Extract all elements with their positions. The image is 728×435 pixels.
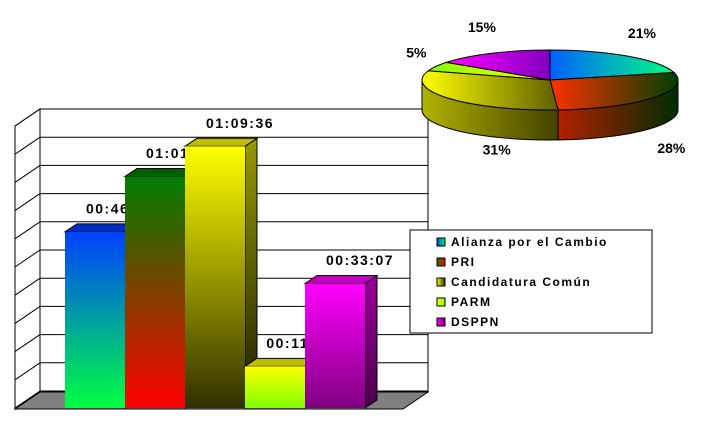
bar-side-shade <box>245 138 257 408</box>
grid-line <box>14 193 41 212</box>
grid-line <box>14 305 41 324</box>
grid-line <box>14 136 41 155</box>
legend-swatch <box>436 297 446 307</box>
legend-swatch <box>436 257 446 267</box>
bar <box>125 176 185 408</box>
bar <box>65 231 125 408</box>
pie-slice <box>421 70 559 111</box>
data-label: 01:09:36 <box>206 115 274 131</box>
bar-top-shade <box>125 168 197 177</box>
bar <box>185 146 245 408</box>
grid-line <box>14 249 41 268</box>
bar <box>245 366 305 408</box>
legend-swatch <box>436 317 446 327</box>
pie-sides <box>421 79 679 141</box>
pie-slice <box>549 49 676 81</box>
pie-slice <box>549 72 679 111</box>
pie-top <box>421 49 679 111</box>
grid-line <box>14 334 41 353</box>
legend-label: DSPPN <box>451 315 500 329</box>
data-label: 00:33:07 <box>326 252 394 268</box>
grid-line <box>14 221 41 240</box>
bar-top-shade <box>305 275 377 284</box>
bar-top-shade <box>185 138 257 147</box>
bar <box>305 283 365 408</box>
pie-slice <box>446 49 551 81</box>
bar-side-shade <box>365 275 377 408</box>
grid-line <box>14 362 41 381</box>
legend-label: Alianza por el Cambio <box>451 235 608 249</box>
legend <box>409 229 653 334</box>
grid-line <box>14 390 41 409</box>
pie-slice-side-shade <box>558 80 678 140</box>
legend-label: PRI <box>451 255 476 269</box>
grid-line <box>14 277 41 296</box>
bar-top-shade <box>65 223 137 232</box>
legend-swatch <box>436 277 446 287</box>
grid-line <box>14 108 41 127</box>
data-label: 5% <box>406 44 427 60</box>
data-label: 28% <box>657 140 686 156</box>
data-label: 31% <box>483 141 512 157</box>
legend-label: Candidatura Común <box>451 275 591 289</box>
bar-top-shade <box>245 358 317 367</box>
pie-slice-side-shade <box>422 80 559 140</box>
data-label: 15% <box>468 19 497 35</box>
legend-label: PARM <box>451 295 491 309</box>
grid-line <box>14 164 41 183</box>
data-label: 21% <box>628 25 657 41</box>
legend-swatch <box>436 237 446 247</box>
